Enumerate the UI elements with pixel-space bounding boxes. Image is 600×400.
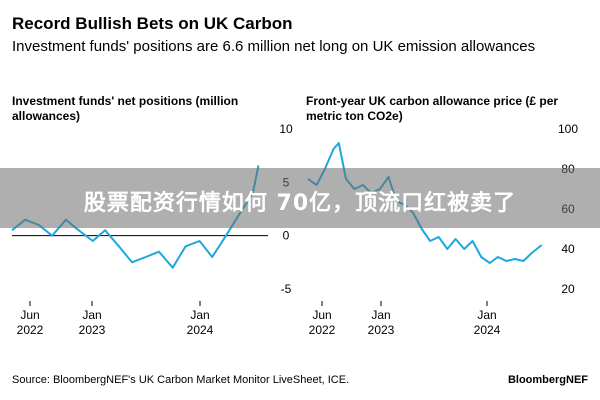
overlay-banner-text: 股票配资行情如何 70亿，顶流口红被卖了 [83, 191, 517, 216]
x-tick-label: Jan [190, 308, 209, 322]
x-tick-label: 2023 [79, 323, 106, 337]
x-tick-label: 2024 [474, 323, 501, 337]
right-panel-title: Front-year UK carbon allowance price (£ … [306, 94, 559, 123]
y-tick-label: 100 [558, 122, 578, 136]
x-tick-label: Jun [20, 308, 39, 322]
x-tick-label: Jun [312, 308, 331, 322]
y-tick-label: 10 [279, 122, 293, 136]
left-panel-title: Investment funds' net positions (million… [12, 94, 239, 123]
x-tick-label: 2024 [187, 323, 214, 337]
series-line [11, 165, 260, 269]
x-tick-label: 2022 [17, 323, 44, 337]
series-line [307, 142, 543, 264]
y-tick-label: 40 [561, 242, 575, 256]
chart-title: Record Bullish Bets on UK Carbon [12, 14, 293, 33]
overlay-banner [0, 168, 600, 228]
y-tick-label: 0 [283, 229, 290, 243]
x-tick-label: Jan [371, 308, 390, 322]
chart-subtitle: Investment funds' positions are 6.6 mill… [12, 38, 536, 55]
x-tick-label: Jan [82, 308, 101, 322]
x-tick-label: 2023 [368, 323, 395, 337]
brand-logo: BloombergNEF [507, 374, 588, 386]
source-note: Source: BloombergNEF's UK Carbon Market … [12, 374, 350, 386]
x-tick-label: 2022 [309, 323, 336, 337]
y-tick-label: -5 [281, 282, 292, 296]
x-tick-label: Jan [477, 308, 496, 322]
y-tick-label: 20 [561, 282, 575, 296]
